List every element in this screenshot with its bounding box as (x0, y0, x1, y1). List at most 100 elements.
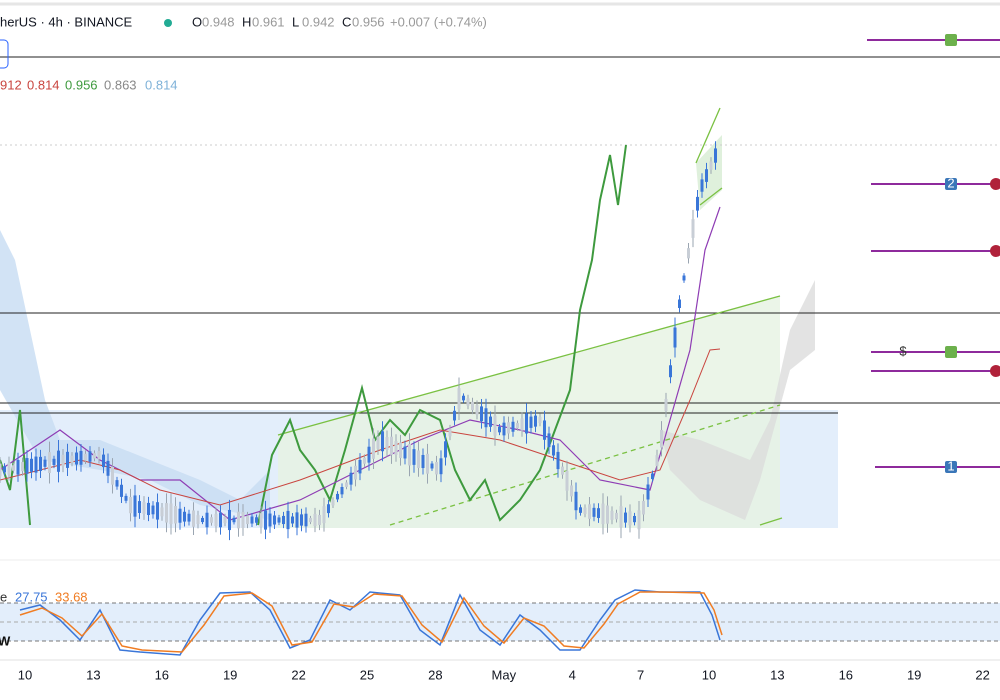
candle-body (88, 451, 92, 462)
candle-body (687, 248, 690, 259)
candle-body (678, 299, 681, 308)
candle-body (493, 415, 497, 436)
candle-body (601, 503, 605, 525)
symbol: herUS · 4h · BINANCE (0, 14, 133, 29)
cancel-icon[interactable] (990, 178, 1000, 190)
x-tick-label: 19 (907, 667, 921, 682)
stoch-k-value: 27.75 (15, 589, 48, 604)
candle-body (651, 473, 654, 480)
candle-body (610, 510, 614, 520)
stoch-marker: W (0, 633, 11, 648)
candle-body (16, 459, 20, 475)
candle-body (102, 454, 105, 468)
candle-body (426, 453, 429, 474)
candle-body (210, 517, 213, 523)
x-tick-label: 19 (223, 667, 237, 682)
order-badge (945, 178, 957, 190)
candle-body (106, 460, 110, 476)
candle-body (57, 450, 60, 472)
candle-body (286, 510, 290, 530)
candle-body (147, 502, 150, 516)
candle-body (129, 496, 132, 514)
candles (0, 141, 717, 541)
candle-body (615, 512, 618, 520)
candle-body (169, 503, 173, 525)
candle-body (475, 405, 479, 415)
ohlc-key: C (342, 14, 351, 29)
candle-body (709, 161, 713, 170)
candle-body (309, 517, 312, 523)
candle-body (394, 441, 398, 455)
indicator-values: 912 0.814 0.956 0.863 0.814 (0, 77, 178, 92)
candle-body (349, 472, 353, 485)
candle-body (151, 505, 155, 515)
candle-body (637, 510, 641, 530)
candle-body (327, 504, 330, 514)
candle-body (300, 514, 303, 526)
candle-body (237, 511, 240, 529)
candle-body (588, 504, 591, 519)
candle-body (354, 465, 357, 480)
cancel-icon[interactable] (990, 365, 1000, 377)
candle-body (43, 459, 47, 467)
candle-body (304, 513, 308, 527)
candle-body (228, 509, 231, 531)
candle-body (219, 512, 222, 528)
candle-body (84, 453, 87, 461)
candle-body (628, 511, 632, 526)
x-tick-label: 28 (428, 667, 442, 682)
candle-body (255, 517, 258, 523)
candle-body (124, 495, 128, 501)
candle-body (390, 436, 393, 455)
button[interactable] (0, 39, 9, 69)
candle-body (318, 514, 321, 526)
candle-body (183, 511, 186, 522)
candle-body (660, 429, 663, 448)
candle-body (606, 505, 609, 524)
x-tick-label: 10 (702, 667, 716, 682)
candle-body (435, 462, 438, 475)
candle-body (273, 515, 276, 525)
candle-body (579, 507, 582, 513)
candle-body (21, 462, 24, 472)
candle-body (259, 513, 263, 527)
candle-body (340, 486, 344, 495)
candle-body (538, 416, 542, 424)
candle-body (552, 445, 555, 456)
order-label: 1 (947, 458, 954, 473)
candle-body (12, 465, 15, 471)
candle-body (61, 454, 65, 467)
candle-body (444, 441, 447, 458)
candle-body (385, 437, 389, 450)
indicator-value: 0.956 (65, 77, 98, 92)
ohlc-value: 0.942 (302, 14, 335, 29)
x-tick-label: 16 (155, 667, 169, 682)
candle-body (691, 219, 695, 238)
candle-body (466, 398, 470, 406)
candle-body (111, 467, 114, 485)
candle-body (583, 507, 587, 515)
stoch-name: e (0, 589, 7, 604)
stoch-d (19, 591, 723, 653)
candle-body (430, 463, 434, 469)
candle-body (484, 408, 488, 428)
x-tick-label: 16 (839, 667, 853, 682)
candle-body (471, 401, 474, 411)
indicator-value: 0.814 (145, 77, 178, 92)
x-tick-label: May (492, 667, 517, 682)
candle-body (322, 506, 326, 524)
x-tick-label: 13 (770, 667, 784, 682)
candle-body (664, 398, 668, 412)
check-icon (945, 34, 957, 46)
candle-body (66, 451, 69, 468)
indicator-value: 0.863 (104, 77, 137, 92)
cancel-icon[interactable] (990, 245, 1000, 257)
candle-body (561, 466, 564, 475)
candle-body (223, 516, 227, 524)
candle-body (358, 459, 362, 474)
orders: 2 $ 1 (867, 34, 1000, 473)
channel-fill (278, 296, 780, 528)
x-tick-label: 4 (569, 667, 576, 682)
candle-body (241, 512, 245, 528)
